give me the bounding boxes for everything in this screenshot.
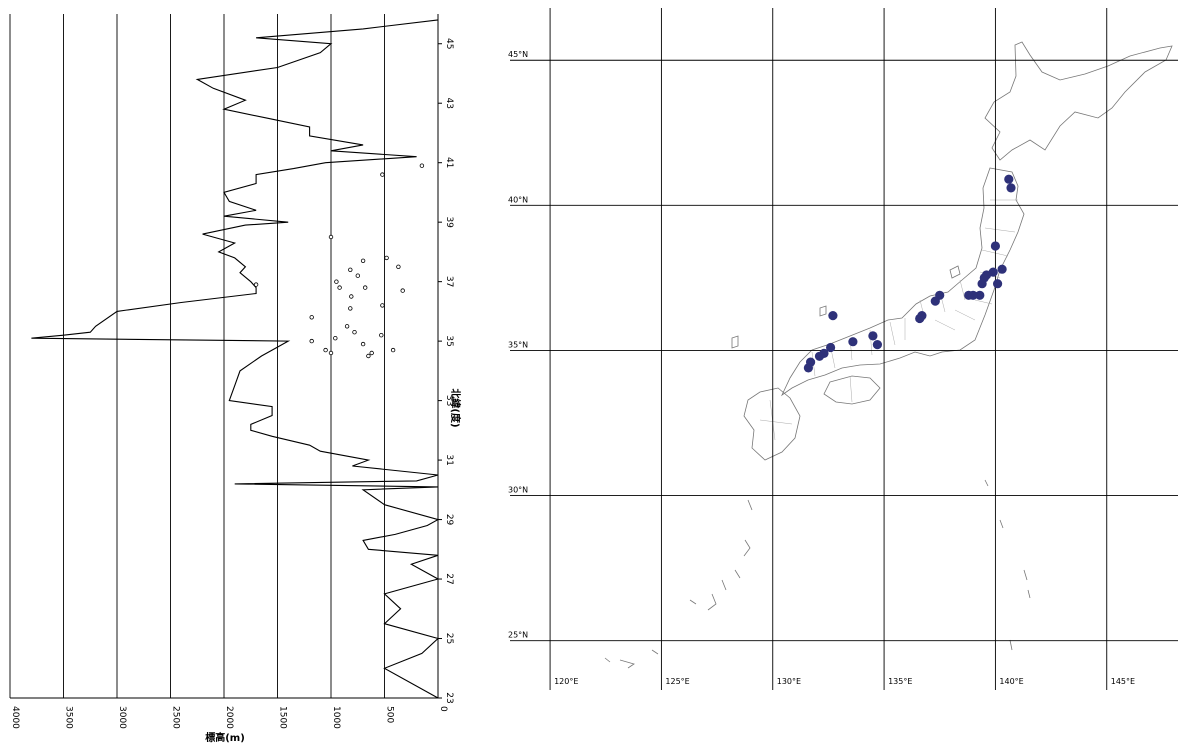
profile-latitude-tick-label: 33 — [444, 395, 454, 406]
profile-latitude-tick-label: 45 — [444, 38, 454, 49]
map-site-marker — [993, 279, 1003, 289]
profile-elevation-tick-label: 0 — [438, 706, 448, 712]
profile-scatter-points — [253, 163, 425, 359]
profile-elevation-tick-label: 2500 — [171, 706, 181, 729]
profile-elevation-tick-label: 1000 — [331, 706, 341, 729]
map-longitude-label: 140°E — [999, 677, 1023, 686]
map-latitude-label: 40°N — [508, 195, 528, 204]
map-site-marker — [803, 363, 814, 373]
map-site-markers — [803, 174, 1016, 373]
site-point — [309, 315, 314, 320]
site-point — [323, 347, 328, 353]
profile-elevation-axis-label: 標高(m) — [205, 731, 245, 744]
site-point — [328, 350, 334, 356]
profile-latitude-tick-label: 39 — [444, 216, 454, 228]
profile-latitude-tick-label: 35 — [444, 335, 454, 346]
site-point — [419, 163, 425, 168]
profile-elevation-tick-label: 500 — [385, 706, 395, 723]
profile-latitude-tick-label: 27 — [444, 573, 454, 584]
map-latitude-label: 45°N — [508, 50, 528, 59]
profile-elevation-tick-label: 3000 — [117, 706, 127, 729]
site-point — [360, 258, 366, 263]
map-longitude-label: 135°E — [888, 677, 912, 686]
profile-latitude-tick-label: 29 — [444, 514, 454, 526]
site-point — [309, 338, 314, 344]
site-point — [360, 341, 366, 347]
profile-latitude-tick-label: 43 — [444, 97, 454, 108]
map-site-marker — [964, 290, 974, 300]
profile-elevation-tick-label: 1500 — [278, 706, 288, 729]
map-longitude-label: 120°E — [554, 677, 578, 686]
map-site-marker — [868, 331, 878, 341]
elevation-profile-chart: 23 25 27 29 31 33 35 37 39 41 43 45 4000 3500 3000 250… — [9, 14, 462, 744]
site-point — [380, 303, 385, 308]
profile-latitude-tick-label: 41 — [444, 157, 454, 168]
site-point — [328, 234, 334, 240]
site-point — [390, 347, 396, 353]
profile-gridlines — [9, 14, 385, 698]
map-site-marker — [990, 241, 1001, 251]
map-site-marker — [975, 290, 985, 300]
elevation-profile-line — [31, 19, 440, 699]
site-point — [349, 294, 354, 299]
site-point — [355, 273, 360, 278]
profile-latitude-tick-label: 37 — [444, 276, 454, 287]
map-site-marker — [826, 342, 836, 353]
site-point — [344, 324, 350, 329]
kyushu-coastline — [743, 387, 801, 461]
profile-latitude-tick-label: 23 — [444, 692, 454, 703]
map-landmass — [604, 41, 1173, 669]
site-point — [384, 255, 389, 261]
site-point — [253, 282, 259, 287]
map-site-marker — [915, 313, 925, 324]
profile-latitude-ticks: 23 25 27 29 31 33 35 37 39 41 43 45 — [438, 38, 454, 704]
map-latitude-labels: 25°N 30°N 35°N 40°N 45°N — [508, 50, 528, 639]
honshu-coastline — [780, 167, 1025, 397]
map-site-marker — [872, 340, 883, 350]
profile-latitude-tick-label: 25 — [444, 633, 454, 644]
map-site-marker — [848, 337, 858, 347]
map-site-marker — [828, 311, 838, 321]
map-site-marker — [1004, 174, 1014, 184]
map-longitude-labels: 120°E 125°E 130°E 135°E 140°E 145°E — [554, 677, 1135, 686]
site-point — [352, 330, 357, 335]
map-site-marker — [997, 264, 1007, 274]
site-point — [369, 350, 374, 356]
map-longitude-label: 145°E — [1111, 677, 1135, 686]
profile-elevation-tick-label: 2000 — [224, 706, 234, 729]
site-point — [396, 264, 401, 269]
site-point — [337, 285, 342, 290]
map-latitude-label: 25°N — [508, 631, 528, 640]
site-point — [366, 353, 371, 359]
site-point — [363, 285, 368, 290]
profile-series — [31, 19, 440, 699]
map-site-marker — [814, 351, 825, 361]
profile-latitude-tick-label: 31 — [444, 454, 454, 465]
site-point — [348, 267, 353, 272]
minor-islands — [731, 265, 1031, 651]
profile-elevation-ticks: 4000 3500 3000 2500 2000 1500 1000 500 0 — [10, 706, 448, 729]
hokkaido-coastline — [984, 41, 1173, 161]
site-point — [379, 333, 384, 338]
map-graticule — [510, 8, 1178, 690]
profile-latitude-axis-label: 北緯(度) — [449, 388, 462, 427]
map-latitude-label: 35°N — [508, 340, 528, 349]
site-point — [348, 306, 353, 311]
map-site-marker — [930, 296, 940, 306]
ryukyu-islands — [604, 499, 753, 669]
map-latitude-label: 30°N — [508, 486, 528, 495]
site-point — [334, 279, 339, 284]
map-site-marker — [1006, 183, 1016, 193]
map-longitude-label: 125°E — [665, 677, 689, 686]
profile-elevation-tick-label: 3500 — [64, 706, 74, 729]
japan-map: 25°N 30°N 35°N 40°N 45°N 120°E 125°E 130°E 135°… — [508, 8, 1178, 690]
site-point — [380, 172, 385, 177]
map-site-marker — [977, 279, 987, 289]
profile-elevation-tick-label: 4000 — [10, 706, 20, 729]
site-point — [333, 336, 338, 341]
shikoku-coastline — [823, 375, 881, 405]
site-point — [400, 288, 405, 293]
map-longitude-label: 130°E — [777, 677, 801, 686]
